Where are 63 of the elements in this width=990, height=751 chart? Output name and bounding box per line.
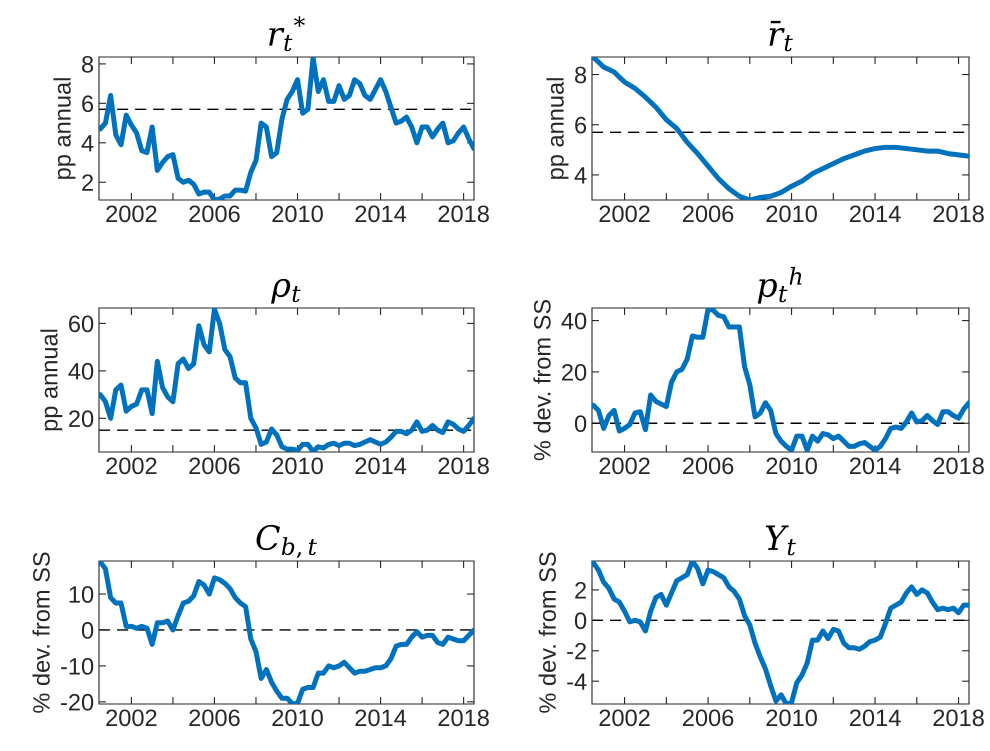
- x-tick-label: 2018: [438, 709, 489, 726]
- x-tick-label: 2010: [272, 205, 323, 222]
- y-tick-label: 20: [69, 410, 94, 428]
- y-axis-title: % dev. from SS: [538, 552, 556, 713]
- chart-title: r̄$_{t}$: [770, 20, 793, 52]
- x-tick-label: 2018: [933, 709, 984, 726]
- x-tick-label: 2002: [106, 709, 156, 726]
- y-axis-title: pp annual: [53, 78, 76, 179]
- y-tick-label: 0: [574, 415, 586, 432]
- y-tick-label: -20: [61, 694, 94, 711]
- y-tick-label: -10: [61, 658, 94, 675]
- y-axis-title: % dev. from SS: [533, 300, 551, 460]
- x-tick-label: 2018: [933, 205, 984, 222]
- y-tick-label: 10: [70, 586, 94, 603]
- y-tick-label: 2: [575, 582, 586, 598]
- x-tick-label: 2014: [850, 709, 901, 726]
- chart-title: Y$_{t}$: [766, 526, 796, 556]
- y-tick-label: 8: [575, 66, 586, 84]
- x-tick-label: 2002: [599, 205, 650, 222]
- x-tick-label: 2002: [106, 457, 156, 474]
- x-tick-label: 2014: [850, 205, 901, 222]
- y-tick-label: -2: [567, 642, 586, 660]
- x-tick-label: 2014: [355, 709, 406, 726]
- y-tick-label: 0: [82, 622, 94, 639]
- y-tick-label: 60: [69, 315, 94, 332]
- chart-title: C$_{b,t}$: [256, 524, 317, 558]
- x-tick-label: 2018: [438, 457, 489, 474]
- y-tick-label: 6: [575, 116, 586, 134]
- x-tick-label: 2006: [682, 457, 734, 474]
- x-tick-label: 2006: [189, 457, 240, 474]
- y-tick-label: 40: [68, 362, 94, 380]
- x-tick-label: 2018: [438, 205, 489, 222]
- x-tick-label: 2006: [682, 205, 734, 222]
- x-tick-label: 2002: [106, 205, 156, 222]
- x-tick-label: 2010: [766, 205, 817, 222]
- y-tick-label: 4: [82, 135, 94, 152]
- y-axis-title: % dev. from SS: [32, 552, 50, 713]
- x-tick-label: 2010: [766, 709, 817, 726]
- chart-title: ρ$_{t}$: [271, 278, 301, 304]
- x-tick-label: 2014: [355, 457, 406, 474]
- y-tick-label: 20: [562, 364, 586, 381]
- y-axis-title: pp annual: [40, 330, 62, 430]
- x-tick-label: 2010: [272, 457, 323, 474]
- x-tick-label: 2006: [682, 709, 734, 726]
- x-tick-label: 2006: [189, 205, 240, 222]
- x-tick-label: 2010: [272, 709, 323, 726]
- x-tick-label: 2002: [599, 709, 650, 726]
- x-tick-label: 2018: [933, 457, 984, 474]
- chart-title: p$_{t}$$^{h}$: [758, 266, 802, 304]
- y-tick-label: 0: [574, 612, 586, 630]
- y-tick-label: 8: [82, 56, 94, 73]
- y-tick-label: 6: [82, 95, 94, 112]
- y-tick-label: 40: [561, 312, 586, 330]
- chart-title: r$_{t}$$^{*}$: [269, 16, 305, 52]
- x-tick-label: 2014: [355, 205, 406, 222]
- y-axis-title: pp annual: [546, 78, 568, 179]
- y-tick-label: 4: [574, 167, 586, 184]
- y-tick-label: -4: [567, 673, 586, 690]
- x-tick-label: 2002: [599, 457, 650, 474]
- x-tick-label: 2010: [766, 457, 817, 474]
- y-tick-label: 2: [82, 174, 93, 191]
- x-tick-label: 2006: [189, 709, 240, 726]
- x-tick-label: 2014: [850, 457, 901, 474]
